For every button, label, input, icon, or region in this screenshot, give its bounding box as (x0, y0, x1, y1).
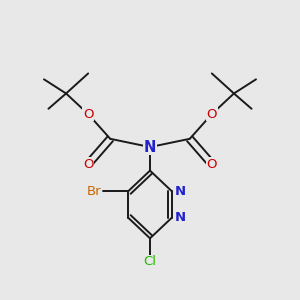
Text: O: O (83, 108, 93, 121)
Text: Cl: Cl (143, 255, 157, 268)
Text: N: N (175, 185, 186, 198)
Text: N: N (144, 140, 156, 154)
Text: O: O (83, 158, 93, 171)
Text: Br: Br (87, 185, 101, 198)
Text: O: O (207, 108, 217, 121)
Text: O: O (207, 158, 217, 171)
Text: N: N (175, 211, 186, 224)
